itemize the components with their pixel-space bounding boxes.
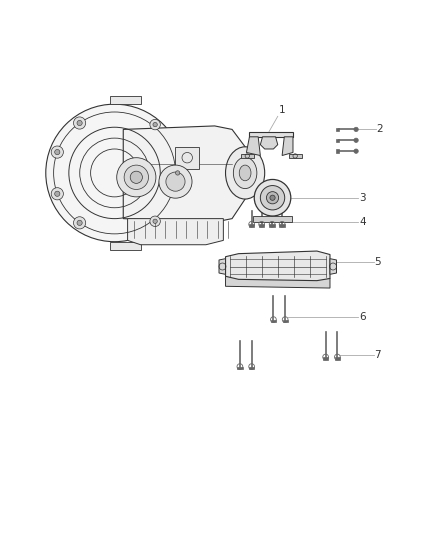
- Circle shape: [150, 216, 160, 227]
- Circle shape: [173, 168, 183, 178]
- Text: 6: 6: [359, 312, 366, 322]
- Circle shape: [354, 138, 358, 142]
- Bar: [176, 147, 199, 168]
- Ellipse shape: [233, 157, 257, 189]
- Bar: [269, 224, 275, 227]
- Bar: [323, 357, 328, 360]
- Polygon shape: [110, 241, 141, 249]
- Polygon shape: [127, 219, 223, 245]
- Bar: [336, 149, 339, 153]
- Bar: [336, 128, 339, 131]
- Circle shape: [55, 191, 60, 196]
- Circle shape: [55, 149, 60, 155]
- Bar: [249, 367, 254, 369]
- Polygon shape: [330, 259, 336, 274]
- Circle shape: [153, 123, 157, 127]
- Ellipse shape: [226, 147, 265, 199]
- Bar: [237, 367, 243, 369]
- Circle shape: [74, 217, 86, 229]
- Circle shape: [176, 171, 180, 175]
- Circle shape: [354, 149, 358, 154]
- Polygon shape: [110, 96, 141, 104]
- Circle shape: [77, 120, 82, 126]
- Circle shape: [51, 188, 64, 200]
- Polygon shape: [260, 137, 278, 149]
- Bar: [289, 154, 302, 158]
- Bar: [253, 216, 292, 222]
- Polygon shape: [226, 251, 330, 281]
- Bar: [336, 139, 339, 142]
- Polygon shape: [226, 276, 330, 288]
- Text: 5: 5: [374, 257, 381, 267]
- Text: 4: 4: [359, 217, 366, 227]
- Bar: [241, 154, 254, 158]
- Text: 7: 7: [374, 350, 381, 360]
- Bar: [259, 224, 264, 227]
- Bar: [271, 320, 276, 322]
- Bar: [249, 224, 254, 227]
- Circle shape: [150, 119, 160, 130]
- Text: 2: 2: [377, 124, 383, 134]
- Circle shape: [254, 180, 291, 216]
- Circle shape: [166, 172, 185, 191]
- Circle shape: [270, 195, 275, 200]
- Circle shape: [77, 220, 82, 225]
- Circle shape: [153, 219, 157, 223]
- Bar: [283, 320, 288, 322]
- Ellipse shape: [239, 165, 251, 181]
- Circle shape: [159, 165, 192, 198]
- Text: 3: 3: [359, 193, 366, 203]
- Polygon shape: [219, 259, 226, 274]
- Circle shape: [117, 158, 156, 197]
- Polygon shape: [250, 132, 293, 137]
- Bar: [335, 357, 340, 360]
- Circle shape: [74, 117, 86, 129]
- Polygon shape: [282, 137, 293, 156]
- Bar: [279, 224, 285, 227]
- Text: 1: 1: [279, 105, 285, 115]
- Circle shape: [260, 185, 285, 210]
- Circle shape: [124, 165, 148, 189]
- Circle shape: [46, 104, 184, 241]
- Circle shape: [266, 192, 279, 204]
- Circle shape: [354, 127, 358, 132]
- Polygon shape: [247, 137, 260, 156]
- Circle shape: [130, 171, 142, 183]
- Polygon shape: [123, 126, 245, 222]
- Circle shape: [51, 146, 64, 158]
